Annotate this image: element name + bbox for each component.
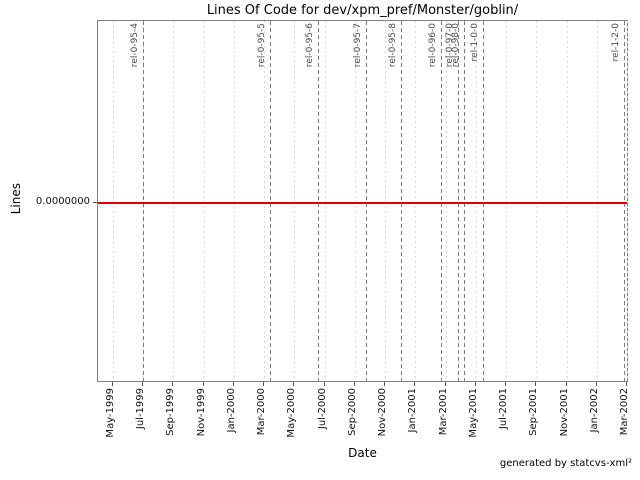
x-tick-label: Jul-2000 [316,388,328,430]
release-label: rel-0-95-6 [305,23,315,68]
release-line [318,21,319,381]
x-gridline [627,21,629,381]
release-line [464,21,465,381]
y-tick-mark [93,202,97,203]
x-tick-label: Sep-2000 [346,388,358,436]
release-label: rel-0-95-5 [257,23,267,68]
x-tick-mark [232,382,234,386]
plot-area: rel-0-95-4 rel-0-95-5 rel-0-95-6 rel-0-95-7… [97,20,629,382]
release-label: rel-0-95-7 [353,23,363,68]
release-line [143,21,144,381]
release-label: rel-0-95-4 [130,23,140,68]
x-gridline [113,21,114,381]
x-tick-label: May-2000 [286,388,298,438]
release-line [366,21,367,381]
x-tick-label: May-1999 [105,388,116,438]
x-axis-title: Date [348,446,377,460]
x-gridline [566,21,568,381]
x-tick-mark [505,382,507,386]
release-line [483,21,484,381]
x-gridline [173,21,175,381]
x-tick-label: Jul-2001 [498,388,510,430]
x-gridline [385,21,387,381]
x-tick-mark [263,382,265,386]
x-tick-mark [384,382,386,386]
x-tick-mark [353,382,355,386]
x-gridline [294,21,296,381]
release-label: rel-0-95-8 [388,23,398,68]
x-tick-label: Mar-2001 [437,388,449,436]
y-tick-label: 0.0000000 [35,196,90,207]
x-tick-label: Nov-2001 [558,388,570,437]
y-axis-title: Lines [9,183,23,215]
series-line-zero [98,202,627,204]
x-tick-mark [202,382,204,386]
x-tick-mark [595,382,597,386]
x-gridline [596,21,598,381]
x-tick-label: Jan-2001 [407,388,419,433]
x-tick-label: Nov-2000 [377,388,389,437]
x-gridline [536,21,538,381]
x-tick-label: Mar-2002 [619,388,631,436]
release-line [458,21,459,381]
release-label: rel-0-96-0 [428,23,438,68]
x-tick-mark [293,382,295,386]
x-tick-mark [414,382,416,386]
x-gridline [324,21,326,381]
release-line [441,21,442,381]
x-tick-label: Sep-2001 [528,388,540,436]
release-label: rel-1-0-0 [470,23,480,62]
x-tick-label: Mar-2000 [256,388,268,436]
x-gridline [233,21,235,381]
x-tick-mark [474,382,476,386]
x-tick-label: Nov-1999 [195,388,207,437]
x-gridline [264,21,266,381]
x-gridline [506,21,508,381]
x-tick-label: Jul-1999 [135,388,147,430]
x-tick-mark [172,382,174,386]
x-tick-label: May-2001 [467,388,479,438]
x-gridline [415,21,417,381]
x-gridline [475,21,477,381]
release-line [270,21,271,381]
x-tick-mark [626,382,628,386]
release-label: rel-1-2-0 [611,23,621,62]
release-line [624,21,625,381]
x-tick-mark [142,382,144,386]
x-tick-mark [565,382,567,386]
x-gridline [445,21,447,381]
x-tick-mark [444,382,446,386]
footer-credit: generated by statcvs-xml² [499,458,632,469]
x-gridline [203,21,205,381]
x-tick-mark [535,382,537,386]
x-tick-label: Jan-2002 [588,388,600,433]
release-label: rel-0-98-0 [451,23,461,68]
x-tick-mark [112,382,113,386]
x-tick-label: Jan-2000 [225,388,237,433]
x-gridline [354,21,356,381]
chart-title: Lines Of Code for dev/xpm_pref/Monster/g… [206,3,519,18]
release-line [401,21,402,381]
x-tick-label: Sep-1999 [165,388,177,436]
x-tick-mark [323,382,325,386]
